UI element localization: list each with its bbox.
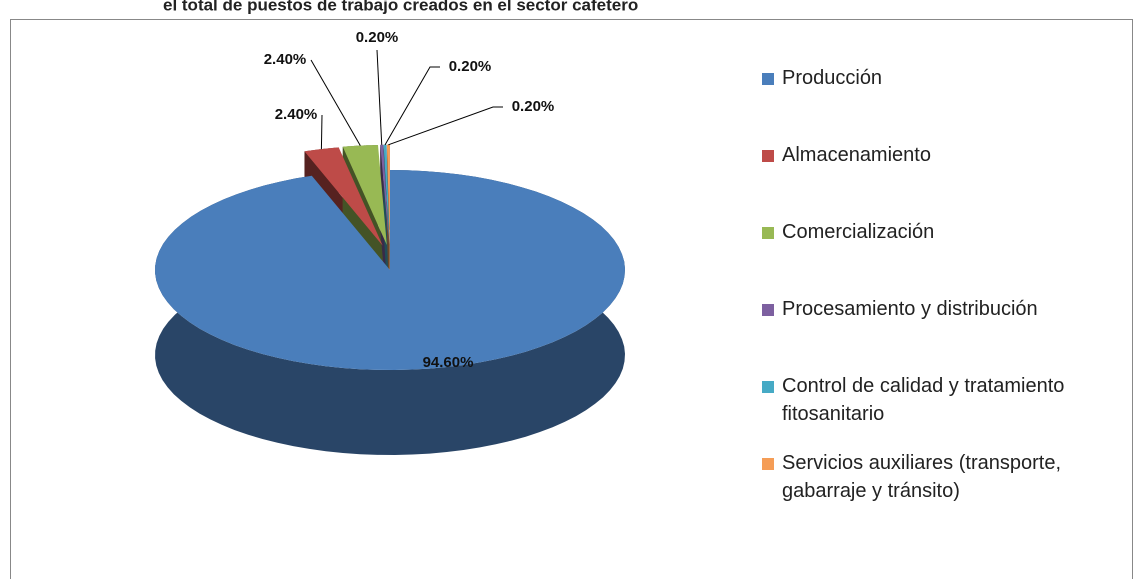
legend-item: Almacenamiento	[762, 141, 1122, 218]
slice	[155, 170, 625, 370]
leader-line	[310, 59, 361, 146]
legend-label: Producción	[782, 67, 883, 89]
legend-swatch	[762, 73, 774, 85]
legend-item: Procesamiento y distribución	[762, 295, 1122, 372]
slice	[304, 147, 383, 246]
data-label: 0.20%	[512, 98, 555, 115]
legend-swatch	[762, 458, 774, 470]
legend-swatch	[762, 227, 774, 239]
leader-line	[388, 106, 503, 146]
legend-label: Procesamiento y distribución	[782, 298, 1038, 320]
legend-item: Servicios auxiliares (transporte, gabarr…	[762, 449, 1122, 526]
leader-line	[376, 49, 383, 145]
legend-label: Servicios auxiliares (transporte, gabarr…	[782, 452, 1061, 502]
legend: Producción Almacenamiento Comercialización…	[762, 64, 1122, 526]
slice	[380, 144, 390, 245]
leader-line	[320, 114, 323, 150]
data-label: 0.20%	[356, 29, 399, 46]
legend-label: Control de calidad y tratamiento fitosan…	[782, 375, 1065, 425]
legend-item: Control de calidad y tratamiento fitosan…	[762, 372, 1122, 449]
legend-swatch	[762, 304, 774, 316]
chart-title: el total de puestos de trabajo creados e…	[163, 0, 638, 14]
data-label: 2.40%	[264, 51, 307, 68]
legend-swatch	[762, 150, 774, 162]
legend-item: Comercialización	[762, 218, 1122, 295]
slice	[342, 145, 387, 245]
slice	[386, 144, 390, 245]
legend-label: Comercialización	[782, 221, 935, 243]
data-label: 94.60%	[423, 354, 474, 371]
legend-swatch	[762, 381, 774, 393]
data-label: 0.20%	[449, 58, 492, 75]
data-label: 2.40%	[275, 106, 318, 123]
pie: 94.60% 2.40% 2.40% 0.20% 0.20% 0.20%	[155, 29, 625, 455]
slice	[383, 144, 390, 245]
legend-label: Almacenamiento	[782, 144, 931, 166]
leader-line	[384, 66, 440, 146]
legend-item: Producción	[762, 64, 1122, 141]
